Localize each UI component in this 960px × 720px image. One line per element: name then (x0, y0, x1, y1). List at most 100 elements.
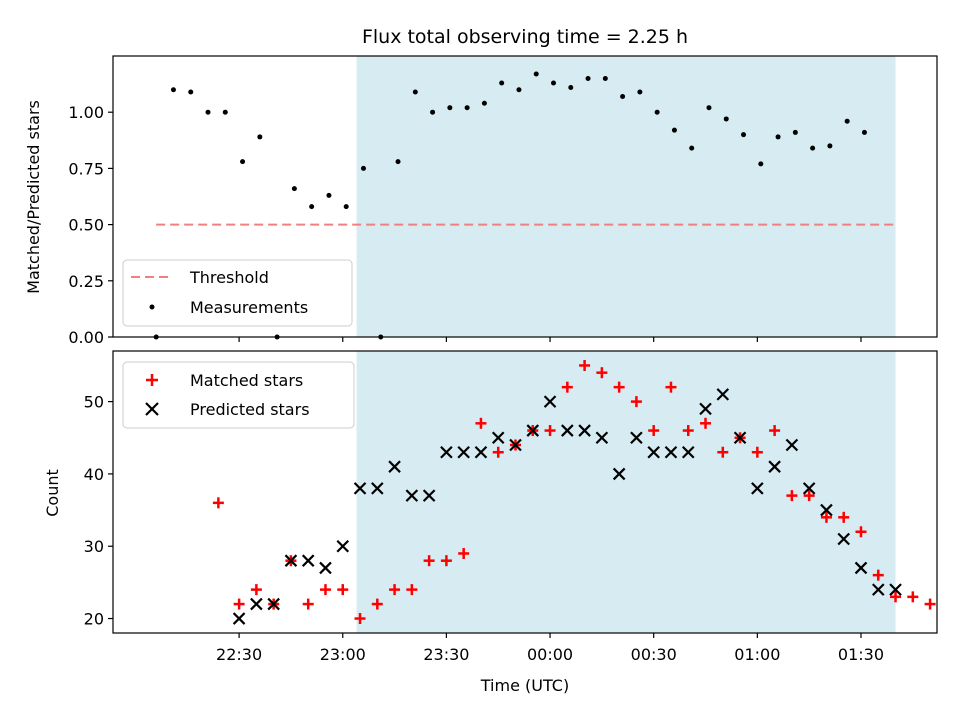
predicted-star-point (681, 445, 695, 459)
matched-star-point (406, 584, 418, 596)
matched-star-point (648, 425, 660, 437)
top-legend: Threshold Measurements (122, 259, 353, 327)
measurement-point (844, 118, 850, 124)
bottom-x-tick-label: 00:30 (631, 645, 677, 664)
measurement-point (170, 87, 176, 93)
predicted-star-point (474, 445, 488, 459)
predicted-star-point (336, 539, 350, 553)
matched-star-point (855, 526, 867, 538)
predicted-star-point (301, 554, 315, 567)
matched-star-point (838, 511, 850, 523)
predicted-star-point (405, 489, 419, 502)
predicted-star-point (561, 424, 574, 437)
predicted-star-point (820, 503, 833, 517)
measurement-point (689, 145, 695, 151)
matched-star-point (596, 367, 608, 379)
matched-star-point (924, 598, 936, 610)
predicted-stars-points (232, 388, 902, 625)
top-chart-title: Flux total observing time = 2.25 h (362, 26, 688, 48)
predicted-star-point (388, 460, 401, 473)
measurement-point (499, 80, 505, 86)
matched-star-point (319, 584, 331, 596)
measurement-point (585, 75, 591, 81)
top-y-tick-label: 0.25 (68, 272, 104, 291)
measurement-point (188, 89, 194, 95)
measurement-point (205, 109, 211, 115)
measurement-point (758, 161, 764, 167)
matched-star-point (544, 425, 556, 437)
measurement-point (257, 134, 263, 140)
measurement-point (775, 134, 781, 140)
matched-star-point (820, 511, 832, 523)
measurement-point (741, 132, 747, 138)
matched-star-point (440, 555, 452, 567)
matched-star-point (769, 425, 781, 437)
matched-star-point (613, 381, 625, 393)
legend-matched-label: Matched stars (190, 371, 303, 390)
top-y-axis-label: Matched/Predicted stars (24, 100, 43, 294)
predicted-star-point (284, 554, 298, 567)
predicted-star-point (837, 532, 850, 546)
measurement-point (516, 87, 522, 93)
top-y-tick-label: 0.75 (68, 159, 104, 178)
matched-star-point (682, 425, 694, 437)
measurement-point (671, 127, 677, 133)
predicted-star-point (647, 445, 660, 459)
bottom-plot-frame (112, 350, 938, 634)
measurement-point (602, 75, 608, 81)
predicted-star-point (733, 431, 747, 445)
bottom-x-tick-label: 01:00 (734, 645, 780, 664)
top-y-ticks: 0.00 0.25 0.50 0.75 1.00 (68, 103, 113, 347)
measurement-point (620, 93, 626, 99)
measurement-point (827, 143, 833, 149)
matched-star-point (803, 490, 815, 502)
measurement-point (568, 84, 574, 90)
matched-star-point (212, 497, 224, 509)
top-legend-box (122, 259, 353, 327)
measurement-point (654, 109, 660, 115)
matched-star-point (389, 584, 401, 596)
measurement-point (222, 109, 228, 115)
matched-star-point (371, 598, 383, 610)
measurement-point (447, 105, 453, 111)
bottom-x-tick-label: 01:30 (838, 645, 884, 664)
bottom-x-tick-label: 23:00 (320, 645, 366, 664)
matched-star-point (786, 490, 798, 502)
matched-star-point (492, 446, 504, 458)
measurement-point (430, 109, 436, 115)
predicted-star-point (785, 438, 799, 452)
predicted-star-point (716, 388, 730, 401)
matched-star-point (233, 598, 245, 610)
measurement-point (861, 129, 867, 135)
predicted-star-point (871, 583, 885, 596)
legend-measurements-label: Measurements (190, 298, 308, 317)
predicted-star-point (491, 431, 505, 445)
matched-star-point (630, 396, 642, 408)
bottom-y-tick-label: 50 (84, 393, 104, 412)
top-plot-frame (112, 55, 938, 338)
legend-predicted-label: Predicted stars (190, 400, 310, 419)
matched-stars-points (212, 359, 936, 625)
predicted-star-point (457, 445, 470, 459)
bottom-y-tick-label: 20 (84, 610, 104, 629)
predicted-star-point (267, 597, 280, 611)
matched-star-point (579, 359, 591, 371)
predicted-star-point (526, 424, 540, 437)
predicted-star-point (630, 431, 643, 445)
predicted-star-point (612, 467, 626, 481)
bottom-shaded-span (356, 351, 896, 633)
legend-measurements-swatch (149, 304, 155, 310)
bottom-panel: 20 30 40 50 22:30 23:00 23:30 00:00 00:30 01:00 0… (43, 350, 938, 695)
matched-star-point (458, 547, 470, 559)
predicted-star-point (422, 489, 436, 502)
measurement-point (810, 145, 816, 151)
matched-star-point (423, 555, 435, 567)
top-x-ticks (238, 337, 862, 342)
measurement-point (395, 159, 401, 165)
predicted-star-point (768, 460, 781, 473)
bottom-x-ticks: 22:30 23:00 23:30 00:00 00:30 01:00 01:30 (216, 633, 884, 664)
top-shaded-span (356, 56, 896, 337)
predicted-star-point (440, 445, 453, 459)
predicted-star-point (250, 597, 263, 611)
